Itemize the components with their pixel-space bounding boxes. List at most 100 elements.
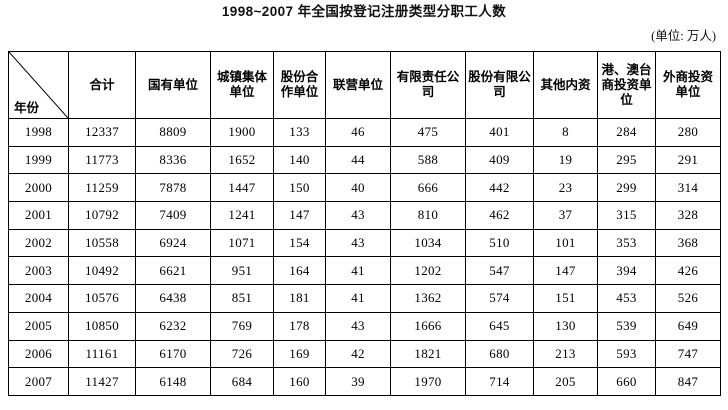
cell-year: 2002: [8, 228, 69, 258]
statistics-table: 年份 合计 国有单位 城镇集体单位 股份合作单位 联营单位: [8, 51, 721, 396]
diagonal-divider-icon: [9, 52, 68, 118]
cell-joint-operation: 42: [325, 339, 391, 369]
cell-joint-stock: 714: [465, 367, 534, 396]
cell-urban-collective: 951: [210, 256, 274, 286]
cell-hmt-invested: 315: [597, 201, 656, 230]
cell-limited-liability: 1821: [390, 339, 466, 369]
cell-limited-liability: 1666: [390, 311, 466, 341]
cell-foreign-invested: 328: [655, 201, 721, 230]
cell-other-domestic: 205: [533, 367, 598, 396]
table-row: 2007 11427 6148 684 160 39 1970 714 205 …: [8, 367, 721, 396]
cell-foreign-invested: 747: [655, 339, 721, 369]
column-header-foreign-invested-label: 外商投资单位: [662, 70, 713, 99]
cell-total: 10558: [68, 228, 136, 258]
cell-year: 1999: [8, 145, 69, 175]
column-header-urban-collective: 城镇集体单位: [210, 51, 274, 119]
cell-limited-liability: 1970: [390, 367, 466, 396]
table-row: 2005 10850 6232 769 178 43 1666 645 130 …: [8, 311, 721, 341]
cell-limited-liability: 1362: [390, 284, 466, 313]
cell-cooperative: 147: [273, 201, 326, 230]
cell-foreign-invested: 280: [655, 118, 721, 147]
cell-cooperative: 160: [273, 367, 326, 396]
column-header-hmt-invested: 港、澳台商投资单位: [597, 51, 656, 119]
cell-cooperative: 181: [273, 284, 326, 313]
cell-cooperative: 133: [273, 118, 326, 147]
unit-note: (单位: 万人): [651, 29, 716, 43]
cell-state-owned: 6148: [135, 367, 211, 396]
cell-hmt-invested: 593: [597, 339, 656, 369]
cell-total: 11773: [68, 145, 136, 175]
cell-limited-liability: 810: [390, 201, 466, 230]
cell-state-owned: 6924: [135, 228, 211, 258]
table-row: 2004 10576 6438 851 181 41 1362 574 151 …: [8, 284, 721, 313]
cell-total: 11161: [68, 339, 136, 369]
corner-header-year-label: 年份: [14, 101, 40, 115]
column-header-cooperative-label: 股份合作单位: [280, 70, 319, 99]
cell-foreign-invested: 526: [655, 284, 721, 313]
column-header-state-owned-label: 国有单位: [147, 77, 198, 92]
cell-total: 10850: [68, 311, 136, 341]
cell-joint-stock: 401: [465, 118, 534, 147]
cell-hmt-invested: 299: [597, 173, 656, 203]
cell-joint-stock: 462: [465, 201, 534, 230]
table-row: 2002 10558 6924 1071 154 43 1034 510 101…: [8, 228, 721, 258]
table-row: 2000 11259 7878 1447 150 40 666 442 23 2…: [8, 173, 721, 203]
column-header-joint-operation: 联营单位: [325, 51, 391, 119]
column-header-limited-liability-label: 有限责任公司: [396, 70, 460, 99]
cell-foreign-invested: 314: [655, 173, 721, 203]
column-header-cooperative: 股份合作单位: [273, 51, 326, 119]
cell-hmt-invested: 284: [597, 118, 656, 147]
cell-urban-collective: 1447: [210, 173, 274, 203]
cell-joint-operation: 43: [325, 228, 391, 258]
cell-limited-liability: 588: [390, 145, 466, 175]
page-title: 1998~2007 年全国按登记注册类型分职工人数: [221, 4, 507, 19]
column-header-joint-operation-label: 联营单位: [332, 77, 383, 92]
cell-state-owned: 6232: [135, 311, 211, 341]
cell-joint-stock: 547: [465, 256, 534, 286]
cell-state-owned: 8809: [135, 118, 211, 147]
cell-joint-operation: 41: [325, 284, 391, 313]
cell-joint-stock: 510: [465, 228, 534, 258]
cell-foreign-invested: 847: [655, 367, 721, 396]
cell-total: 12337: [68, 118, 136, 147]
cell-joint-operation: 41: [325, 256, 391, 286]
cell-joint-operation: 43: [325, 201, 391, 230]
cell-joint-stock: 680: [465, 339, 534, 369]
cell-limited-liability: 475: [390, 118, 466, 147]
column-header-joint-stock: 股份有限公司: [465, 51, 534, 119]
cell-other-domestic: 19: [533, 145, 598, 175]
cell-year: 2004: [8, 284, 69, 313]
table-row: 1998 12337 8809 1900 133 46 475 401 8 28…: [8, 118, 721, 147]
cell-joint-operation: 43: [325, 311, 391, 341]
cell-joint-stock: 574: [465, 284, 534, 313]
cell-year: 2001: [8, 201, 69, 230]
cell-year: 2006: [8, 339, 69, 369]
table-row: 1999 11773 8336 1652 140 44 588 409 19 2…: [8, 145, 721, 175]
cell-joint-operation: 39: [325, 367, 391, 396]
cell-cooperative: 140: [273, 145, 326, 175]
column-header-hmt-invested-label: 港、澳台商投资单位: [601, 62, 652, 107]
cell-other-domestic: 23: [533, 173, 598, 203]
cell-joint-operation: 46: [325, 118, 391, 147]
cell-urban-collective: 1241: [210, 201, 274, 230]
table-row: 2006 11161 6170 726 169 42 1821 680 213 …: [8, 339, 721, 369]
cell-total: 11427: [68, 367, 136, 396]
cell-other-domestic: 147: [533, 256, 598, 286]
cell-other-domestic: 37: [533, 201, 598, 230]
statistics-table-container: 年份 合计 国有单位 城镇集体单位 股份合作单位 联营单位: [8, 51, 721, 396]
column-header-total-label: 合计: [89, 77, 115, 92]
cell-urban-collective: 1900: [210, 118, 274, 147]
cell-state-owned: 7409: [135, 201, 211, 230]
column-header-state-owned: 国有单位: [135, 51, 211, 119]
cell-other-domestic: 130: [533, 311, 598, 341]
cell-cooperative: 150: [273, 173, 326, 203]
cell-hmt-invested: 353: [597, 228, 656, 258]
cell-foreign-invested: 426: [655, 256, 721, 286]
cell-joint-stock: 409: [465, 145, 534, 175]
cell-state-owned: 7878: [135, 173, 211, 203]
cell-total: 10792: [68, 201, 136, 230]
cell-joint-stock: 645: [465, 311, 534, 341]
cell-year: 2000: [8, 173, 69, 203]
cell-other-domestic: 101: [533, 228, 598, 258]
